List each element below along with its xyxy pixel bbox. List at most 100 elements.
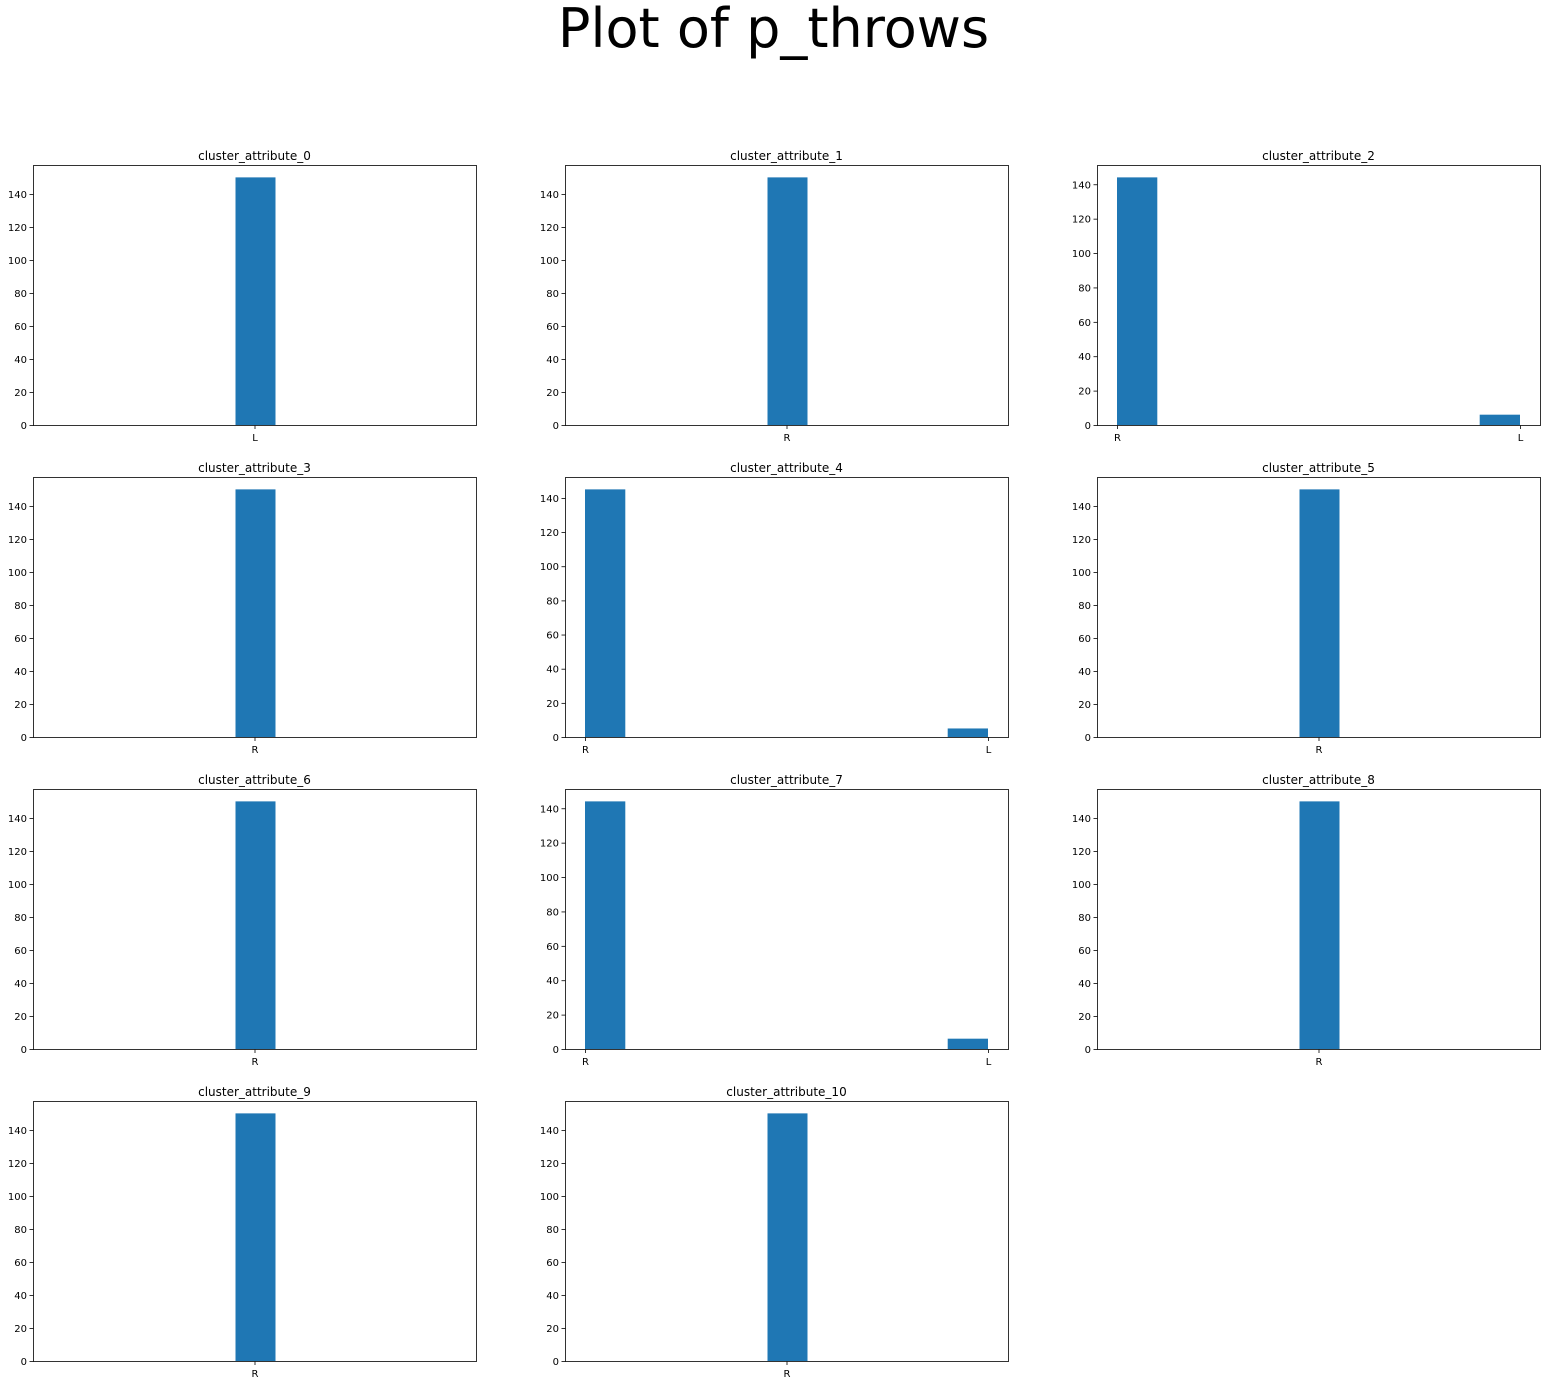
y-tick-label: 60 (546, 942, 559, 953)
subplot-title: cluster_attribute_2 (1262, 149, 1375, 163)
x-tick-label: L (252, 433, 258, 444)
y-tick-label: 100 (540, 1192, 559, 1203)
y-tick-label: 20 (14, 1012, 27, 1023)
y-tick-label: 0 (21, 1357, 27, 1368)
y-tick-label: 40 (14, 1291, 27, 1302)
y-tick-label: 100 (540, 256, 559, 267)
x-tick-label: R (252, 745, 259, 756)
subplot-title: cluster_attribute_6 (198, 773, 311, 787)
x-tick-label: L (986, 1057, 992, 1068)
y-tick-label: 60 (1078, 634, 1091, 645)
y-tick-label: 80 (14, 913, 27, 924)
figure-title: Plot of p_throws (557, 0, 990, 60)
y-tick-label: 20 (546, 1011, 559, 1022)
y-tick-label: 80 (546, 907, 559, 918)
subplot-title: cluster_attribute_8 (1262, 773, 1375, 787)
y-tick-label: 120 (8, 847, 27, 858)
bar-L (235, 177, 276, 425)
y-tick-label: 60 (14, 634, 27, 645)
y-tick-label: 120 (1072, 535, 1091, 546)
y-tick-label: 100 (540, 562, 559, 573)
x-tick-label: R (1316, 745, 1323, 756)
y-tick-label: 40 (14, 667, 27, 678)
y-tick-label: 0 (1085, 733, 1091, 744)
bar-R (235, 801, 276, 1049)
x-tick-label: L (1518, 433, 1524, 444)
y-tick-label: 120 (1072, 215, 1091, 226)
y-tick-label: 40 (546, 976, 559, 987)
y-tick-label: 140 (1072, 814, 1091, 825)
y-tick-label: 20 (546, 699, 559, 710)
y-tick-label: 0 (553, 1357, 559, 1368)
subplot-9: cluster_attribute_9 0 20 40 60 80 100 120 140 R (8, 1085, 477, 1380)
y-tick-label: 20 (14, 388, 27, 399)
y-tick-label: 80 (546, 596, 559, 607)
subplot-title: cluster_attribute_10 (726, 1085, 846, 1099)
axes-frame (565, 789, 1009, 1050)
bar-R (767, 1113, 808, 1361)
y-tick-label: 0 (1085, 1045, 1091, 1056)
y-tick-label: 120 (8, 1159, 27, 1170)
subplot-5: cluster_attribute_5 0 20 40 60 80 100 120 140 R (1072, 461, 1541, 756)
x-tick-label: L (986, 745, 992, 756)
bar-L (947, 1038, 988, 1049)
y-tick-label: 120 (8, 535, 27, 546)
bar-R (1117, 177, 1158, 425)
y-tick-label: 80 (1078, 283, 1091, 294)
subplot-4: cluster_attribute_4 0 20 40 60 80 100 120 140 R L (540, 461, 1009, 756)
y-tick-label: 100 (8, 1192, 27, 1203)
subplot-1: cluster_attribute_1 0 20 40 60 80 100 120 140 R (540, 149, 1009, 444)
x-tick-label: R (784, 433, 791, 444)
y-tick-label: 20 (14, 1324, 27, 1335)
x-tick-label: R (252, 1369, 259, 1380)
y-tick-label: 40 (14, 979, 27, 990)
bar-L (947, 728, 988, 737)
y-tick-label: 60 (546, 1258, 559, 1269)
y-tick-label: 140 (540, 804, 559, 815)
y-tick-label: 0 (21, 1045, 27, 1056)
y-tick-label: 60 (14, 322, 27, 333)
y-tick-label: 80 (14, 289, 27, 300)
bar-R (767, 177, 808, 425)
subplot-title: cluster_attribute_0 (198, 149, 311, 163)
y-tick-label: 40 (1078, 352, 1091, 363)
y-tick-label: 80 (546, 1225, 559, 1236)
y-tick-label: 40 (546, 1291, 559, 1302)
y-tick-label: 120 (1072, 847, 1091, 858)
y-tick-label: 100 (1072, 880, 1091, 891)
y-tick-label: 0 (553, 421, 559, 432)
bar-R (235, 489, 276, 737)
y-tick-label: 120 (540, 528, 559, 539)
bar-R (235, 1113, 276, 1361)
y-tick-label: 120 (540, 1159, 559, 1170)
y-tick-label: 60 (14, 946, 27, 957)
y-tick-label: 20 (14, 700, 27, 711)
y-tick-label: 0 (21, 421, 27, 432)
y-tick-label: 100 (1072, 249, 1091, 260)
subplot-7: cluster_attribute_7 0 20 40 60 80 100 120 140 R L (540, 773, 1009, 1068)
bar-R (585, 489, 626, 737)
subplot-title: cluster_attribute_4 (730, 461, 843, 475)
subplot-title: cluster_attribute_7 (730, 773, 843, 787)
y-tick-label: 80 (1078, 913, 1091, 924)
y-tick-label: 20 (1078, 387, 1091, 398)
x-tick-label: R (252, 1057, 259, 1068)
y-tick-label: 80 (546, 289, 559, 300)
subplot-2: cluster_attribute_2 0 20 40 60 80 100 120 140 R L (1072, 149, 1541, 444)
y-tick-label: 140 (1072, 502, 1091, 513)
subplot-title: cluster_attribute_3 (198, 461, 311, 475)
y-tick-label: 140 (540, 494, 559, 505)
bar-R (1299, 801, 1340, 1049)
y-tick-label: 40 (546, 665, 559, 676)
y-tick-label: 60 (1078, 318, 1091, 329)
y-tick-label: 60 (1078, 946, 1091, 957)
bar-R (1299, 489, 1340, 737)
y-tick-label: 60 (546, 631, 559, 642)
y-tick-label: 80 (1078, 601, 1091, 612)
y-tick-label: 140 (8, 814, 27, 825)
y-tick-label: 100 (8, 568, 27, 579)
subplot-title: cluster_attribute_1 (730, 149, 843, 163)
subplot-8: cluster_attribute_8 0 20 40 60 80 100 120 140 R (1072, 773, 1541, 1068)
x-tick-label: R (784, 1369, 791, 1380)
